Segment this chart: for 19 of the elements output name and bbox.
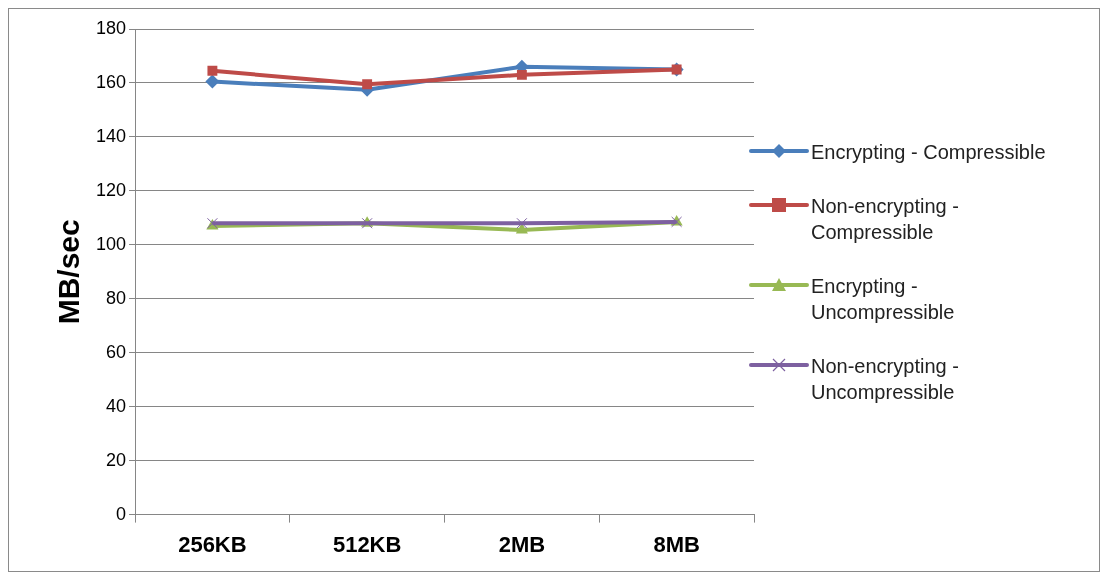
legend-label: Non-encrypting - Uncompressible [811,354,960,405]
y-tick-label: 180 [95,17,127,38]
x-tick-label: 256KB [178,531,247,557]
y-tick-label: 140 [95,125,127,146]
legend-label: Encrypting - Uncompressible [811,274,956,325]
y-tick-label: 60 [106,341,127,362]
y-tick-label: 120 [95,179,127,200]
y-tick-label: 0 [116,503,127,524]
x-tick-label: 8MB [653,531,700,557]
legend-label: Encrypting - Compressible [811,140,1047,165]
y-tick-label: 80 [106,287,127,308]
y-axis-title: MB/sec [52,219,86,325]
x-tick-label: 2MB [498,531,546,557]
y-tick-label: 20 [106,449,127,470]
legend-label: Non-encrypting - Compressible [811,194,960,245]
y-tick-label: 100 [95,233,127,254]
x-tick-label: 512KB [332,531,402,557]
y-tick-label: 40 [106,395,127,416]
y-tick-label: 160 [95,71,127,92]
